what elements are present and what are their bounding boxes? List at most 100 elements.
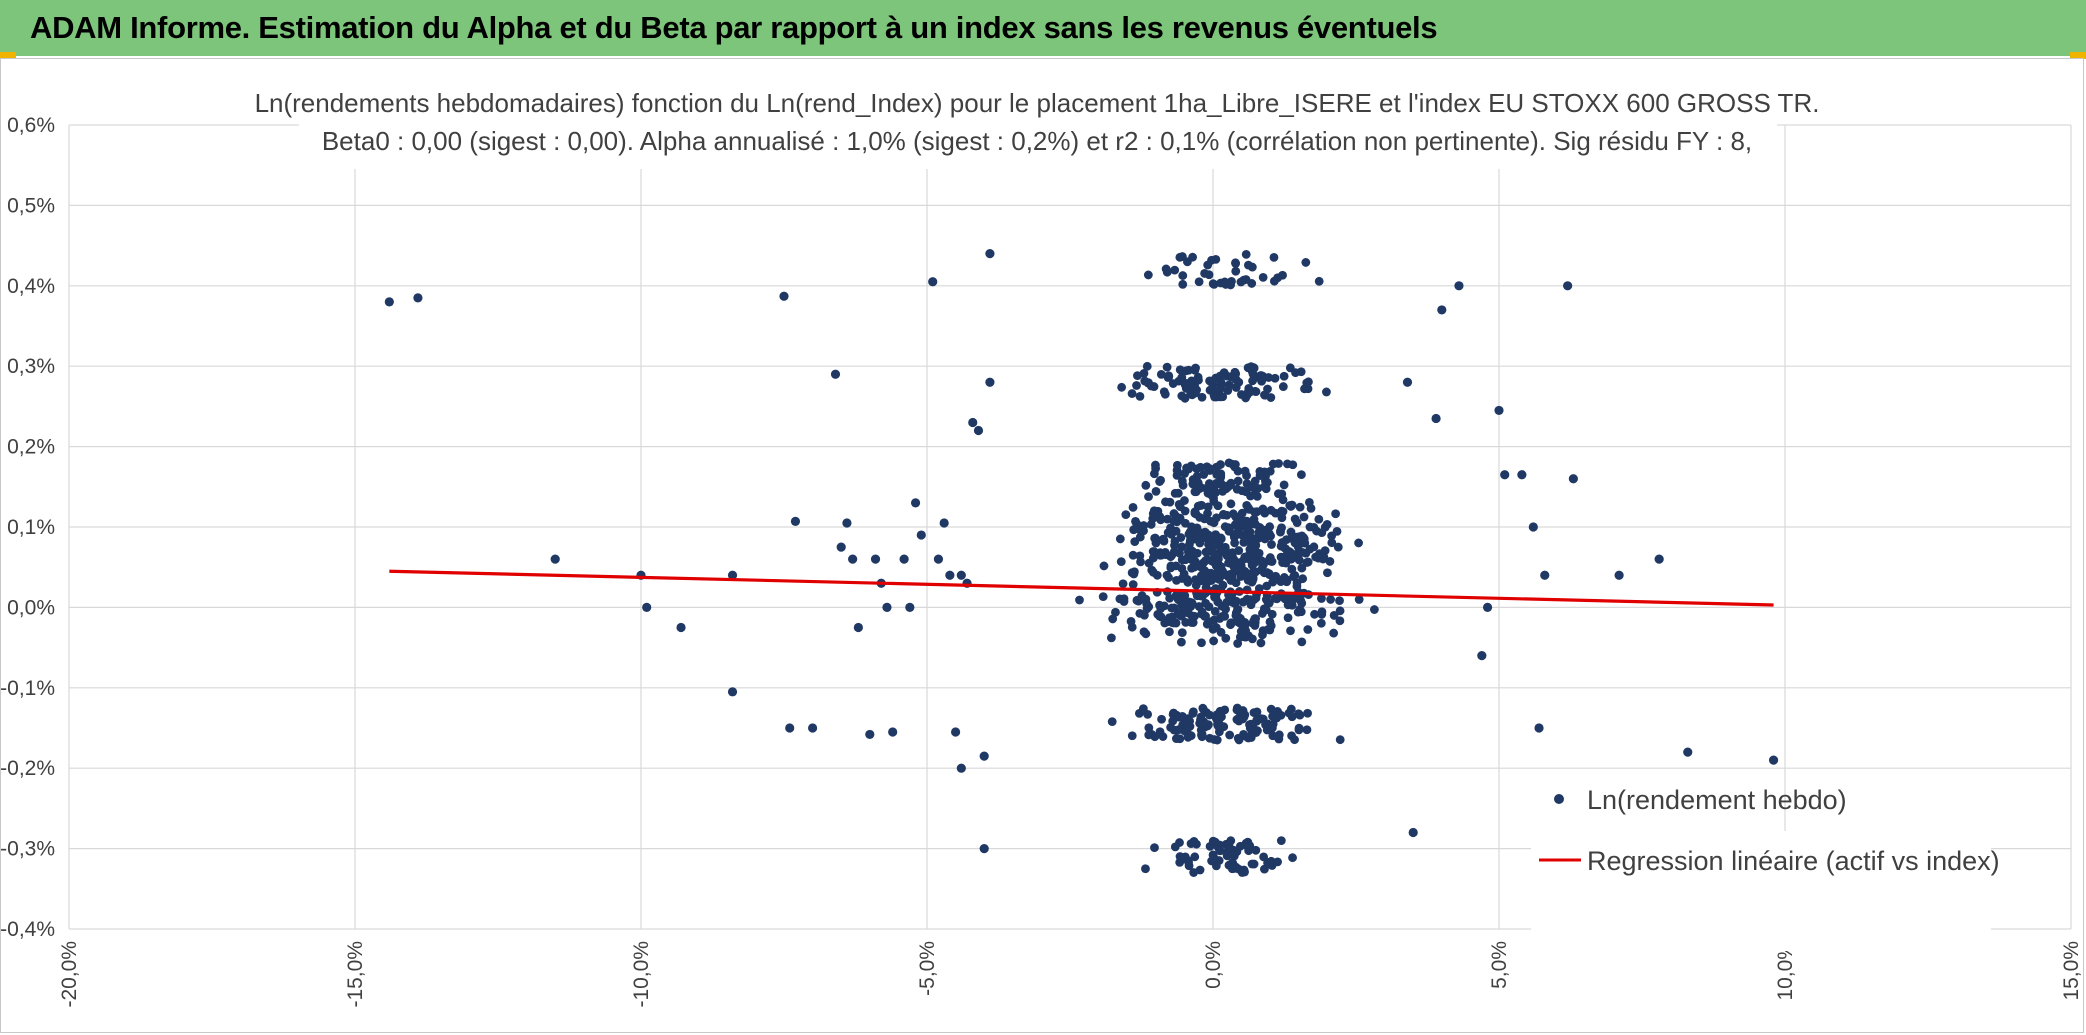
data-point xyxy=(1143,270,1153,280)
data-point xyxy=(1129,569,1139,579)
data-point xyxy=(1210,606,1220,616)
x-tick-label: -10,0% xyxy=(630,941,653,1008)
data-point xyxy=(1238,597,1248,607)
data-point xyxy=(1302,725,1312,735)
data-point xyxy=(1169,618,1179,628)
data-point xyxy=(1157,714,1166,724)
data-point xyxy=(1768,755,1779,765)
x-tick-label: -15,0% xyxy=(344,941,367,1008)
data-point xyxy=(1175,838,1184,847)
data-point xyxy=(985,377,995,387)
data-point xyxy=(1335,596,1344,606)
data-point xyxy=(1240,552,1250,562)
data-point xyxy=(830,369,841,379)
data-point xyxy=(1500,470,1510,480)
y-tick-label: -0,1% xyxy=(1,677,55,700)
data-point xyxy=(1230,367,1240,377)
data-point xyxy=(1234,716,1244,726)
data-point xyxy=(1226,499,1236,509)
data-point xyxy=(1150,843,1159,852)
data-point xyxy=(1256,638,1266,648)
data-point xyxy=(785,723,795,733)
legend-label-scatter: Ln(rendement hebdo) xyxy=(1587,785,1847,815)
data-point xyxy=(1117,382,1127,392)
data-point xyxy=(1258,533,1268,542)
data-point xyxy=(1133,371,1142,381)
data-point xyxy=(1191,575,1200,585)
data-point xyxy=(1230,538,1240,548)
data-point xyxy=(1121,510,1131,520)
data-point xyxy=(1185,536,1195,546)
data-point xyxy=(1148,553,1158,563)
data-point xyxy=(1263,597,1273,607)
regression-line-path xyxy=(389,569,1774,607)
data-point xyxy=(1247,482,1257,492)
data-point xyxy=(1238,531,1248,541)
data-point xyxy=(1182,463,1191,473)
x-tick-label: 0,0% xyxy=(1202,941,1225,989)
data-point xyxy=(1175,857,1185,867)
data-point xyxy=(985,249,995,259)
data-point xyxy=(1283,613,1293,623)
legend-marker-scatter xyxy=(1554,794,1564,804)
data-point xyxy=(1258,273,1268,282)
data-point xyxy=(1289,594,1299,604)
data-point xyxy=(1190,487,1200,497)
chart-title: Ln(rendements hebdomadaires) fonction du… xyxy=(255,88,1820,118)
data-point xyxy=(1205,710,1214,720)
data-point xyxy=(1248,536,1258,546)
data-point xyxy=(1177,542,1187,552)
data-point xyxy=(1191,363,1200,373)
data-point xyxy=(1402,377,1413,387)
data-point xyxy=(1231,266,1241,276)
data-point xyxy=(1186,839,1196,848)
data-point xyxy=(1331,509,1340,519)
data-point xyxy=(413,293,423,303)
data-point xyxy=(1173,725,1183,735)
data-point xyxy=(1107,633,1116,643)
data-point xyxy=(1249,859,1259,869)
data-point xyxy=(1263,478,1272,487)
data-point xyxy=(1192,471,1202,481)
data-point xyxy=(1183,597,1192,607)
data-point xyxy=(1174,610,1184,619)
data-point xyxy=(1221,633,1231,643)
data-point xyxy=(1150,732,1160,742)
data-point xyxy=(1280,575,1290,584)
data-point xyxy=(1258,504,1268,514)
data-point xyxy=(899,554,909,564)
data-point xyxy=(1214,856,1224,865)
data-point xyxy=(1244,572,1253,582)
data-point xyxy=(1244,260,1253,270)
data-point xyxy=(1248,376,1257,386)
data-point xyxy=(1141,594,1151,604)
data-point xyxy=(1128,502,1138,512)
data-point xyxy=(1454,281,1464,291)
data-point xyxy=(1268,577,1278,587)
data-point xyxy=(1139,627,1149,637)
data-point xyxy=(1320,546,1330,556)
data-point xyxy=(1244,631,1253,641)
data-point xyxy=(1237,390,1246,399)
data-point xyxy=(1232,705,1242,715)
data-point xyxy=(1276,836,1286,846)
data-point xyxy=(1173,488,1183,498)
data-point xyxy=(1260,864,1269,874)
data-point xyxy=(1258,630,1267,640)
y-tick-label: 0,1% xyxy=(7,516,55,539)
data-point xyxy=(1212,513,1221,523)
data-point xyxy=(1192,385,1202,395)
data-point xyxy=(973,425,984,436)
data-point xyxy=(1297,531,1307,541)
data-point xyxy=(1209,533,1219,543)
data-point xyxy=(384,297,394,307)
data-point xyxy=(1197,729,1207,739)
data-point xyxy=(1227,864,1237,874)
data-point xyxy=(1286,527,1296,537)
data-point xyxy=(1195,718,1205,728)
data-point xyxy=(1255,523,1265,532)
data-point xyxy=(1161,550,1171,560)
data-point xyxy=(1115,594,1125,604)
y-tick-label: -0,2% xyxy=(1,757,55,780)
data-point xyxy=(1212,735,1222,745)
